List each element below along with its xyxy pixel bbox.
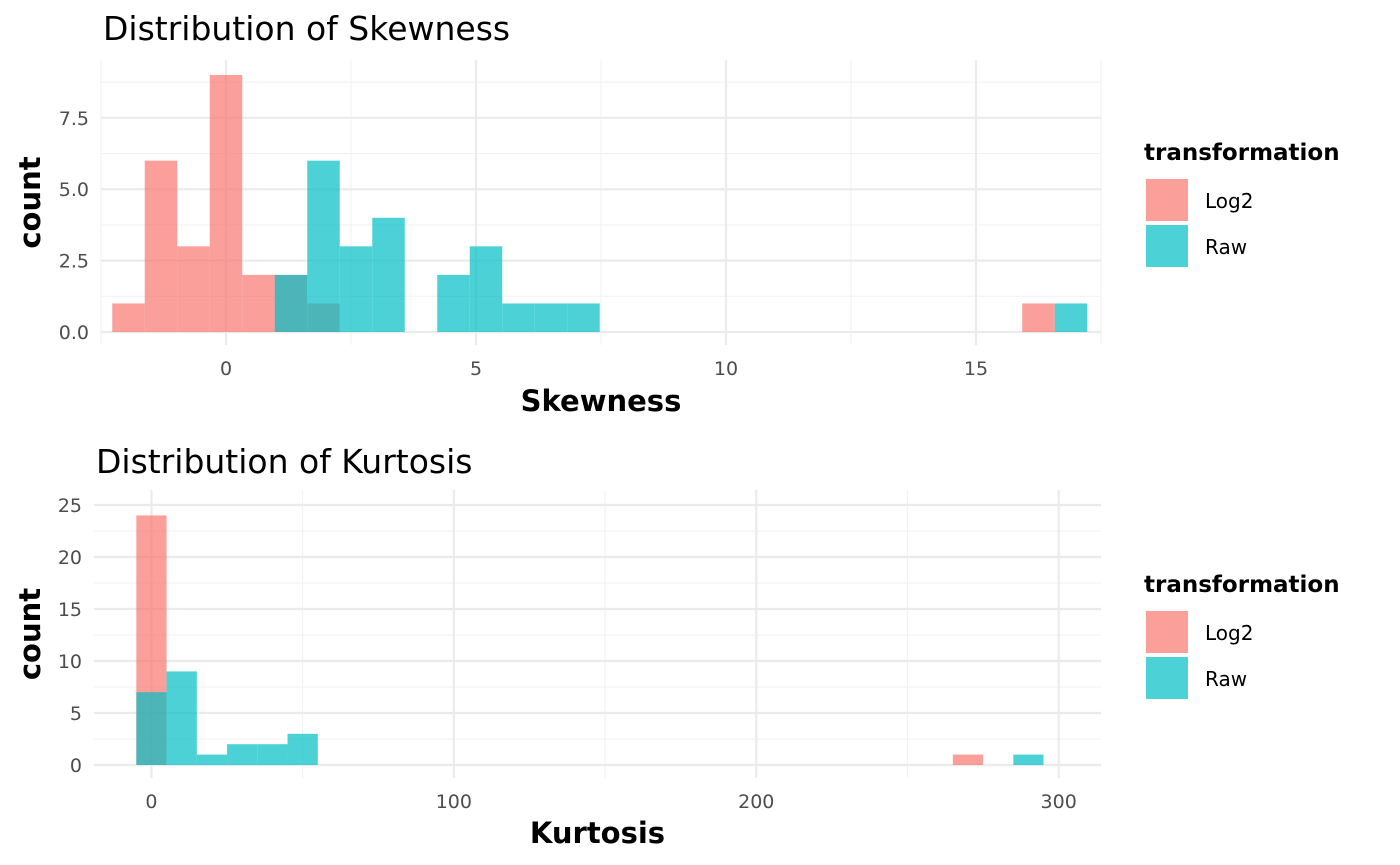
x-tick-label: 300 bbox=[1041, 791, 1077, 813]
x-tick-label: 15 bbox=[964, 358, 988, 380]
y-tick-label: 5 bbox=[70, 703, 82, 725]
y-tick-label: 15 bbox=[58, 599, 82, 621]
y-tick-label: 0 bbox=[70, 755, 82, 777]
legend-key-log2 bbox=[1146, 179, 1188, 221]
y-tick-label: 0.0 bbox=[59, 322, 89, 344]
histogram-bar-log2 bbox=[209, 75, 243, 332]
histogram-bar-raw bbox=[166, 671, 197, 765]
histogram-bar-raw bbox=[1013, 754, 1044, 765]
histogram-bar-raw bbox=[274, 274, 308, 332]
chart-title: Distribution of Kurtosis bbox=[96, 442, 472, 481]
series-log2 bbox=[112, 75, 1055, 332]
y-tick-label: 5.0 bbox=[59, 179, 89, 201]
histogram-bar-log2 bbox=[144, 160, 178, 332]
series-log2 bbox=[136, 515, 984, 765]
histogram-bar-raw bbox=[196, 754, 228, 765]
y-tick-label: 2.5 bbox=[59, 251, 89, 273]
x-tick-label: 5 bbox=[470, 358, 482, 380]
legend-key-raw bbox=[1146, 225, 1188, 267]
legend-key-raw bbox=[1146, 657, 1188, 699]
legend-title: transformation bbox=[1144, 572, 1340, 598]
legend-label-raw: Raw bbox=[1205, 235, 1247, 259]
x-tick-label: 0 bbox=[145, 791, 157, 813]
gridlines bbox=[94, 490, 1101, 778]
histogram-bar-log2 bbox=[952, 754, 984, 765]
x-tick-label: 10 bbox=[714, 358, 738, 380]
histogram-bar-raw bbox=[287, 733, 318, 765]
axes: 0 5 10 15 0.0 2.5 5.0 7.5 bbox=[59, 108, 988, 380]
chart-panel-1: 0 5 10 15 0.0 2.5 5.0 7.5 Distribution of Skewne… bbox=[13, 9, 1340, 418]
histogram-bar-raw bbox=[567, 303, 600, 332]
chart-panel-2: 0 100 200 300 0 5 10 15 20 25 Distribution of Kurt… bbox=[13, 442, 1340, 850]
x-tick-label: 100 bbox=[436, 791, 472, 813]
legend-label-raw: Raw bbox=[1205, 667, 1247, 691]
histogram-bar-raw bbox=[257, 744, 288, 765]
histogram-bar-raw bbox=[502, 303, 535, 332]
y-axis-title: count bbox=[13, 588, 47, 680]
x-tick-label: 0 bbox=[220, 358, 232, 380]
legend: transformation Log2 Raw bbox=[1144, 140, 1340, 267]
histogram-bar-raw bbox=[372, 217, 405, 332]
histogram-bar-raw bbox=[534, 303, 568, 332]
histogram-bar-raw bbox=[1054, 303, 1088, 332]
series-raw bbox=[274, 160, 1088, 332]
legend-label-log2: Log2 bbox=[1205, 189, 1253, 213]
series-raw bbox=[136, 671, 1044, 765]
y-tick-label: 10 bbox=[58, 651, 82, 673]
y-tick-label: 7.5 bbox=[59, 108, 89, 130]
histogram-bar-raw bbox=[227, 744, 258, 765]
histogram-bar-log2 bbox=[177, 246, 210, 332]
y-axis-title: count bbox=[13, 156, 47, 248]
x-axis-title: Skewness bbox=[521, 384, 682, 418]
x-axis-title: Kurtosis bbox=[530, 816, 665, 850]
histogram-bar-raw bbox=[469, 246, 503, 332]
legend-title: transformation bbox=[1144, 140, 1340, 166]
y-tick-label: 20 bbox=[58, 547, 82, 569]
histogram-bar-log2 bbox=[1022, 303, 1055, 332]
histogram-bar-raw bbox=[136, 692, 167, 765]
legend-key-log2 bbox=[1146, 611, 1188, 653]
legend-label-log2: Log2 bbox=[1205, 621, 1253, 645]
histogram-bar-raw bbox=[307, 160, 340, 332]
histogram-bar-log2 bbox=[242, 274, 275, 332]
legend: transformation Log2 Raw bbox=[1144, 572, 1340, 699]
x-tick-label: 200 bbox=[738, 791, 774, 813]
chart-title: Distribution of Skewness bbox=[103, 9, 510, 48]
y-tick-label: 25 bbox=[58, 495, 82, 517]
histogram-bar-log2 bbox=[112, 303, 145, 332]
histogram-bar-raw bbox=[437, 274, 470, 332]
histogram-bar-raw bbox=[339, 246, 373, 332]
axes: 0 100 200 300 0 5 10 15 20 25 bbox=[58, 495, 1077, 813]
